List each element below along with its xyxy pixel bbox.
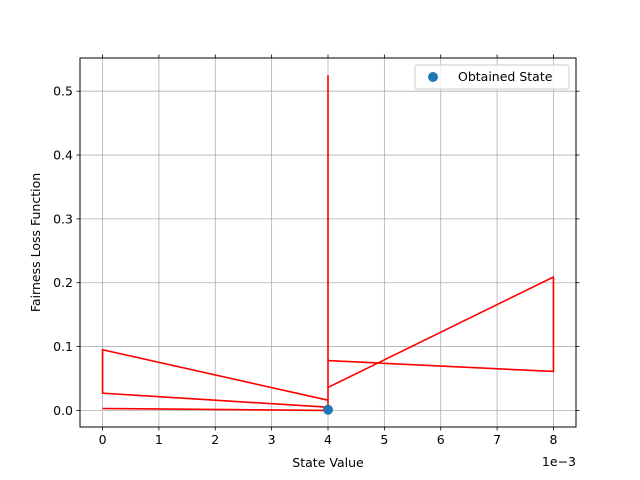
x-tick-label: 7 [493, 432, 501, 447]
y-tick-label: 0.5 [53, 84, 73, 99]
x-tick-label: 6 [437, 432, 445, 447]
x-tick-label: 8 [549, 432, 557, 447]
scatter-point-obtained-state [323, 404, 333, 415]
x-tick-label: 1 [155, 432, 163, 447]
y-tick-label: 0.1 [53, 339, 73, 354]
x-tick-label: 4 [324, 432, 332, 447]
series-layer [101, 75, 555, 415]
legend-marker-obtained-state [428, 72, 438, 82]
x-tick-label: 2 [211, 432, 219, 447]
x-tick-label: 3 [268, 432, 276, 447]
y-axis-label: Fairness Loss Function [28, 173, 43, 312]
y-tick-label: 0.2 [53, 275, 73, 290]
ticks: 0 1 2 3 4 5 6 7 8 0.0 0.1 0.2 0.3 0.4 0.5 [53, 54, 580, 447]
x-tick-label: 5 [380, 432, 388, 447]
x-axis-offset-label: 1e−3 [542, 454, 576, 469]
legend-label-obtained-state: Obtained State [458, 69, 553, 84]
legend-box [414, 64, 570, 90]
x-axis-label: State Value [292, 455, 364, 470]
y-tick-label: 0.4 [53, 148, 73, 163]
y-tick-label: 0.3 [53, 211, 73, 226]
x-tick-label: 0 [99, 432, 107, 447]
series-line-0 [101, 75, 555, 412]
legend: Obtained State [414, 64, 570, 90]
y-tick-label: 0.0 [53, 403, 73, 418]
